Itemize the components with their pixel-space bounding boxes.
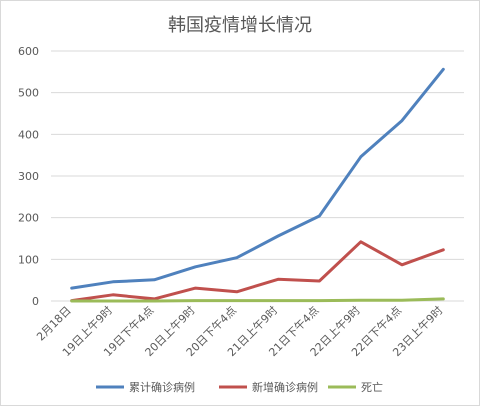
gridlines	[51, 50, 464, 302]
x-axis-ticks: 2月18日19日上午9时19日下午4点20日上午9时20日下午4点21日上午9时…	[34, 304, 445, 359]
y-tick-label: 600	[18, 45, 39, 58]
y-tick-label: 100	[18, 253, 39, 266]
chart-title: 韩国疫情增长情况	[168, 15, 312, 36]
series-lines	[70, 67, 445, 303]
y-tick-label: 300	[18, 170, 39, 183]
y-tick-label: 0	[32, 295, 39, 308]
legend-label: 累计确诊病例	[129, 380, 195, 394]
series-line-0	[70, 67, 445, 290]
y-tick-label: 200	[18, 212, 39, 225]
legend-label: 新增确诊病例	[252, 380, 318, 394]
y-tick-label: 500	[18, 87, 39, 100]
series-line-1	[70, 240, 445, 303]
series-line-2	[70, 297, 445, 303]
y-tick-label: 400	[18, 128, 39, 141]
legend: 累计确诊病例 新增确诊病例 死亡	[96, 380, 383, 394]
y-axis-ticks: 0 100 200 300 400 500 600	[18, 45, 39, 308]
x-tick-label: 2月18日	[34, 304, 74, 344]
legend-label: 死亡	[361, 380, 383, 394]
